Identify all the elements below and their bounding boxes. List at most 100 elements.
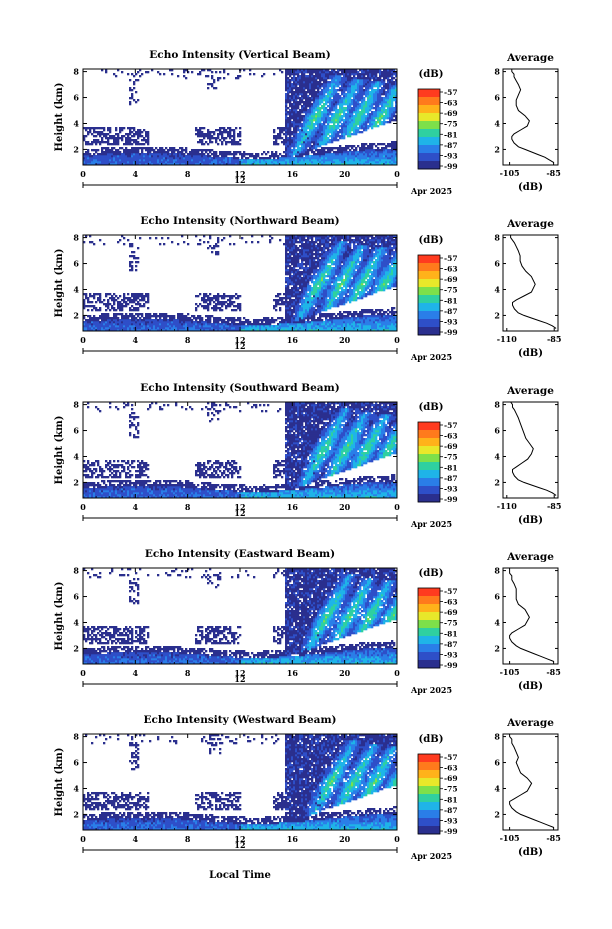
heatmap-cell bbox=[323, 149, 325, 151]
heatmap-cell bbox=[319, 145, 321, 147]
heatmap-cell bbox=[295, 119, 297, 121]
heatmap-cell bbox=[301, 91, 303, 93]
heatmap-cell bbox=[153, 157, 155, 159]
heatmap-cell bbox=[93, 159, 95, 161]
heatmap-cell bbox=[297, 315, 299, 317]
heatmap-cell bbox=[355, 133, 357, 135]
heatmap-cell bbox=[261, 161, 263, 163]
heatmap-cell bbox=[115, 143, 117, 145]
heatmap-cell bbox=[365, 129, 367, 131]
heatmap-cell bbox=[315, 101, 317, 103]
heatmap-cell bbox=[101, 315, 103, 317]
heatmap-cell bbox=[267, 319, 269, 321]
heatmap-cell bbox=[151, 153, 153, 155]
heatmap-cell bbox=[227, 159, 229, 161]
heatmap-cell bbox=[165, 327, 167, 329]
heatmap-cell bbox=[323, 91, 325, 93]
heatmap-cell bbox=[319, 143, 321, 145]
heatmap-cell bbox=[335, 71, 337, 73]
heatmap-cell bbox=[237, 325, 239, 327]
heatmap-cell bbox=[93, 139, 95, 141]
heatmap-cell bbox=[285, 159, 287, 161]
heatmap-cell bbox=[287, 131, 289, 133]
heatmap-cell bbox=[295, 145, 297, 147]
heatmap-cell bbox=[293, 117, 295, 119]
heatmap-cell bbox=[113, 309, 115, 311]
heatmap-cell bbox=[113, 297, 115, 299]
heatmap-cell bbox=[89, 295, 91, 297]
heatmap-cell bbox=[241, 321, 243, 323]
heatmap-cell bbox=[333, 159, 335, 161]
heatmap-cell bbox=[297, 137, 299, 139]
heatmap-cell bbox=[219, 139, 221, 141]
heatmap-cell bbox=[387, 79, 389, 81]
heatmap-cell bbox=[211, 77, 213, 79]
heatmap-cell bbox=[369, 145, 371, 147]
heatmap-cell bbox=[361, 143, 363, 145]
heatmap-cell bbox=[201, 141, 203, 143]
heatmap-cell bbox=[141, 161, 143, 163]
heatmap-cell bbox=[307, 149, 309, 151]
heatmap-cell bbox=[127, 303, 129, 305]
heatmap-cell bbox=[173, 319, 175, 321]
heatmap-cell bbox=[343, 103, 345, 105]
heatmap-cell bbox=[131, 139, 133, 141]
heatmap-cell bbox=[255, 155, 257, 157]
heatmap-cell bbox=[299, 101, 301, 103]
heatmap-cell bbox=[257, 321, 259, 323]
heatmap-cell bbox=[389, 113, 391, 115]
heatmap-cell bbox=[119, 305, 121, 307]
heatmap-cell bbox=[301, 111, 303, 113]
heatmap-cell bbox=[333, 81, 335, 83]
heatmap-cell bbox=[285, 241, 287, 243]
heatmap-cell bbox=[241, 161, 243, 163]
heatmap-cell bbox=[375, 89, 377, 91]
heatmap-cell bbox=[151, 319, 153, 321]
heatmap-cell bbox=[389, 89, 391, 91]
heatmap-cell bbox=[135, 91, 137, 93]
heatmap-cell bbox=[199, 317, 201, 319]
heatmap-cell bbox=[223, 131, 225, 133]
heatmap-cell bbox=[287, 327, 289, 329]
heatmap-cell bbox=[109, 323, 111, 325]
heatmap-cell bbox=[239, 143, 241, 145]
heatmap-cell bbox=[91, 325, 93, 327]
heatmap-cell bbox=[245, 327, 247, 329]
heatmap-cell bbox=[375, 95, 377, 97]
heatmap-cell bbox=[303, 81, 305, 83]
heatmap-cell bbox=[285, 101, 287, 103]
colorbar-tick-label: -81 bbox=[444, 130, 458, 139]
heatmap-cell bbox=[345, 153, 347, 155]
heatmap-cell bbox=[371, 101, 373, 103]
heatmap-cell bbox=[87, 151, 89, 153]
heatmap-cell bbox=[367, 151, 369, 153]
heatmap-cell bbox=[279, 323, 281, 325]
heatmap-cell bbox=[321, 105, 323, 107]
heatmap-cell bbox=[339, 157, 341, 159]
heatmap-cell bbox=[89, 323, 91, 325]
heatmap-cell bbox=[167, 237, 169, 239]
heatmap-cell bbox=[287, 93, 289, 95]
heatmap-cell bbox=[349, 149, 351, 151]
heatmap-cell bbox=[293, 87, 295, 89]
heatmap-cell bbox=[299, 115, 301, 117]
heatmap-cell bbox=[207, 131, 209, 133]
heatmap-cell bbox=[203, 323, 205, 325]
heatmap-cell bbox=[359, 73, 361, 75]
heatmap-cell bbox=[345, 155, 347, 157]
heatmap-cell bbox=[385, 95, 387, 97]
heatmap-cell bbox=[205, 141, 207, 143]
heatmap-cell bbox=[367, 111, 369, 113]
heatmap-cell bbox=[341, 81, 343, 83]
heatmap-cell bbox=[317, 109, 319, 111]
heatmap-cell bbox=[347, 79, 349, 81]
heatmap-cell bbox=[347, 145, 349, 147]
heatmap-cell bbox=[91, 317, 93, 319]
heatmap-cell bbox=[189, 157, 191, 159]
heatmap-cell bbox=[321, 85, 323, 87]
heatmap-cell bbox=[351, 151, 353, 153]
heatmap-cell bbox=[327, 157, 329, 159]
heatmap-cell bbox=[377, 103, 379, 105]
heatmap-cell bbox=[371, 157, 373, 159]
heatmap-cell bbox=[363, 115, 365, 117]
